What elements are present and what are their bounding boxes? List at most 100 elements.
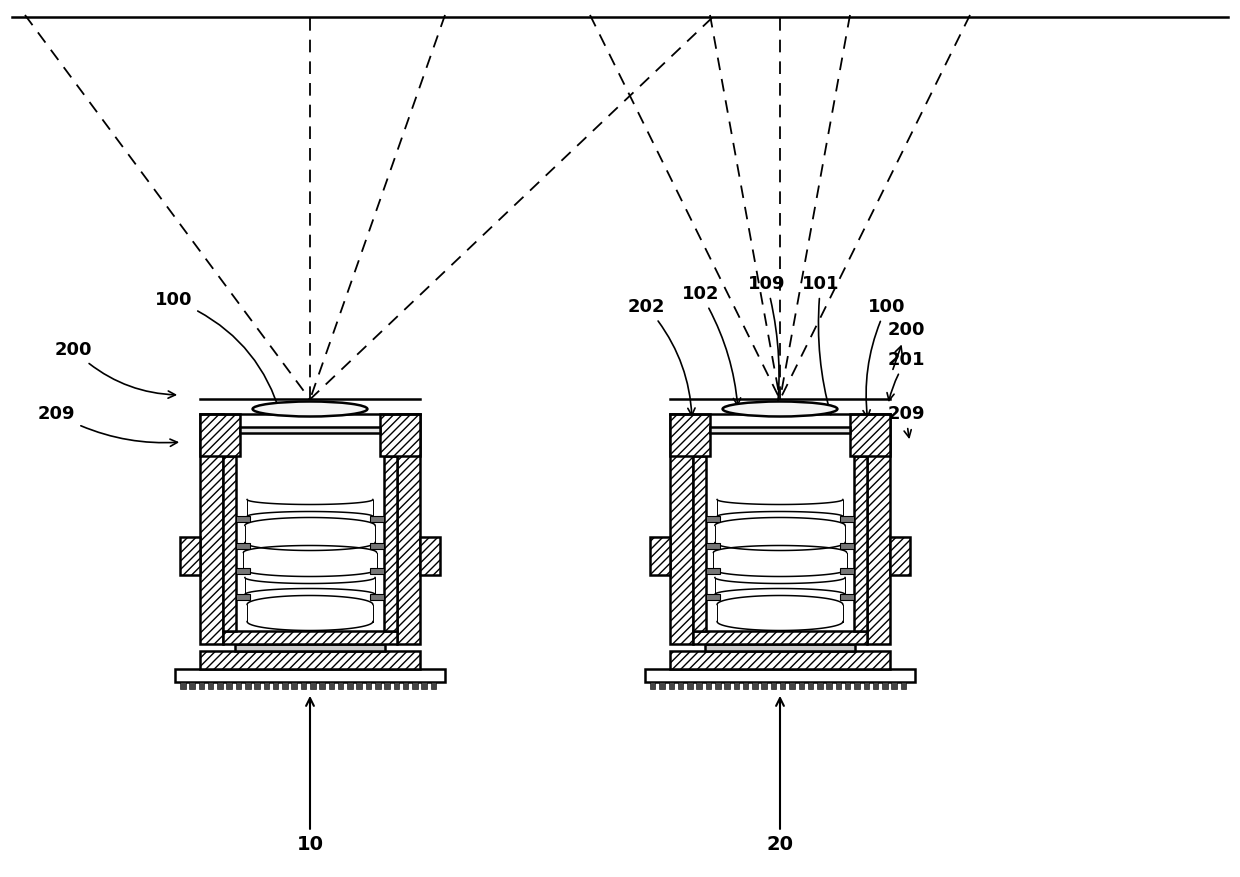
Bar <box>761 682 766 689</box>
Bar <box>693 456 706 631</box>
Bar <box>650 682 656 689</box>
Bar <box>370 516 384 522</box>
Bar <box>283 682 288 689</box>
Bar <box>892 682 897 689</box>
Bar <box>693 631 867 644</box>
Bar <box>780 682 785 689</box>
Bar <box>337 682 343 689</box>
Bar <box>200 651 420 669</box>
Text: 209: 209 <box>888 405 925 438</box>
Bar <box>715 682 720 689</box>
Bar <box>236 594 250 600</box>
Bar <box>836 682 841 689</box>
Bar <box>236 516 250 522</box>
Bar <box>706 594 720 600</box>
Bar <box>849 414 890 456</box>
Bar <box>236 682 242 689</box>
Bar <box>223 456 236 631</box>
Bar <box>347 682 352 689</box>
Bar <box>753 682 758 689</box>
Bar <box>900 682 906 689</box>
Bar <box>697 682 702 689</box>
Bar <box>854 456 867 631</box>
Bar <box>645 669 915 682</box>
Bar <box>370 568 384 574</box>
Bar <box>706 516 720 522</box>
Bar <box>200 414 223 644</box>
Bar <box>236 543 250 548</box>
Bar <box>374 682 381 689</box>
Text: 100: 100 <box>863 298 905 417</box>
Bar <box>670 414 711 456</box>
Bar <box>807 682 813 689</box>
Bar <box>310 682 315 689</box>
Bar <box>706 568 720 574</box>
Bar <box>273 682 278 689</box>
Bar <box>711 427 849 433</box>
Bar <box>687 682 693 689</box>
Bar <box>867 414 890 644</box>
Bar <box>370 543 384 548</box>
Bar <box>422 682 427 689</box>
Bar <box>430 682 436 689</box>
Bar <box>817 682 822 689</box>
Bar <box>246 682 250 689</box>
Text: 202: 202 <box>627 298 696 416</box>
Bar <box>839 543 854 548</box>
Bar <box>175 669 445 682</box>
Bar <box>291 682 296 689</box>
Bar <box>319 682 325 689</box>
Bar <box>670 414 693 644</box>
Bar <box>379 414 420 456</box>
Bar <box>890 537 910 575</box>
Bar <box>329 682 334 689</box>
Bar <box>180 682 186 689</box>
Bar <box>790 682 795 689</box>
Bar <box>384 456 397 631</box>
Bar <box>370 594 384 600</box>
Bar <box>668 682 675 689</box>
Bar <box>384 682 389 689</box>
Bar <box>403 682 408 689</box>
Bar <box>799 682 804 689</box>
Bar <box>190 682 195 689</box>
Bar <box>217 682 223 689</box>
Bar <box>241 427 379 433</box>
Bar <box>180 537 200 575</box>
Bar <box>743 682 749 689</box>
Bar <box>393 682 399 689</box>
Bar <box>706 644 856 651</box>
Text: 102: 102 <box>682 285 740 405</box>
Text: 20: 20 <box>766 698 794 853</box>
Bar <box>882 682 888 689</box>
Bar <box>227 682 232 689</box>
Bar <box>844 682 851 689</box>
Text: 10: 10 <box>296 698 324 853</box>
Bar <box>706 543 720 548</box>
Text: 109: 109 <box>748 275 785 416</box>
Bar <box>236 644 384 651</box>
Text: 200: 200 <box>55 341 175 398</box>
Bar <box>208 682 213 689</box>
Bar <box>724 682 730 689</box>
Bar <box>670 651 890 669</box>
Bar <box>420 537 440 575</box>
Bar <box>198 682 205 689</box>
Bar <box>650 537 670 575</box>
Bar <box>826 682 832 689</box>
Text: 200: 200 <box>888 321 925 369</box>
Bar <box>254 682 260 689</box>
Bar <box>200 414 241 456</box>
Bar <box>771 682 776 689</box>
Bar <box>854 682 859 689</box>
Text: 100: 100 <box>155 291 283 415</box>
Bar <box>223 631 397 644</box>
Bar <box>706 682 712 689</box>
Bar <box>839 568 854 574</box>
Bar <box>839 516 854 522</box>
Bar <box>301 682 306 689</box>
Bar <box>412 682 418 689</box>
Bar <box>236 568 250 574</box>
Bar <box>678 682 683 689</box>
Bar <box>839 594 854 600</box>
